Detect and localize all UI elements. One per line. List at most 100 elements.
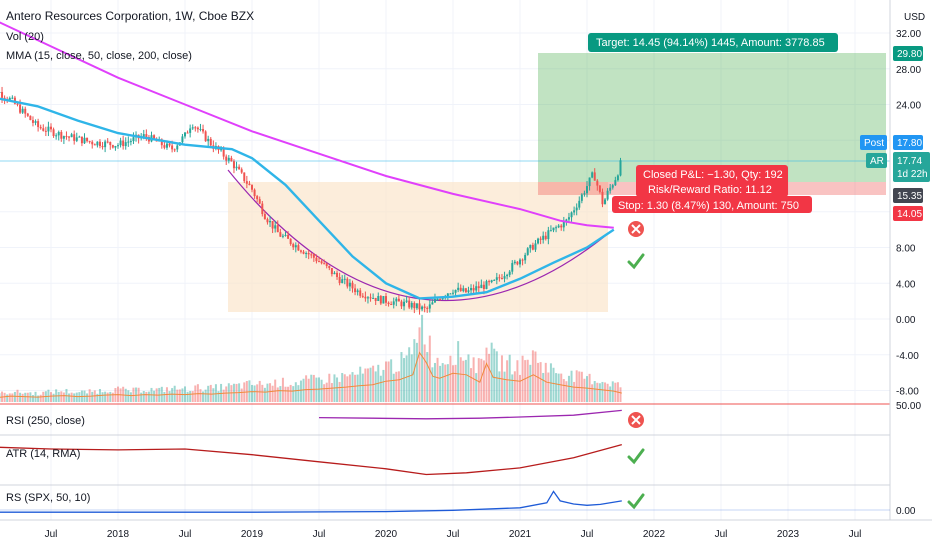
rs-legend: RS (SPX, 50, 10) <box>6 492 90 504</box>
candle-body <box>495 277 498 280</box>
candle-body <box>37 121 40 128</box>
volume-bar <box>449 355 452 402</box>
volume-bar <box>593 381 596 402</box>
volume-bar <box>297 385 300 402</box>
candle-body <box>299 250 302 252</box>
volume-bar <box>204 389 207 402</box>
target-info-box[interactable] <box>588 33 838 52</box>
candle-body <box>537 238 540 244</box>
volume-bar <box>351 372 354 402</box>
last-price-tag <box>893 152 930 182</box>
volume-bar <box>101 392 104 402</box>
candle-body <box>68 136 71 138</box>
pnl-box[interactable] <box>636 165 788 197</box>
candle-body <box>238 166 241 170</box>
volume-bar <box>230 385 233 402</box>
candle-body <box>418 303 421 310</box>
candle-body <box>547 230 550 240</box>
candle-body <box>606 190 609 200</box>
volume-bar <box>343 374 346 402</box>
candle-body <box>129 141 132 143</box>
volume-bar <box>452 365 454 402</box>
candle-body <box>555 227 558 229</box>
volume-bar <box>320 379 323 402</box>
candle-body <box>297 245 300 251</box>
volume-bar <box>454 364 457 402</box>
time-tick-label: Jul <box>849 529 862 540</box>
candle-body <box>11 97 14 99</box>
volume-bar <box>459 357 462 402</box>
candle-body <box>431 302 434 305</box>
candle-body <box>16 103 19 105</box>
candle-body <box>245 181 248 184</box>
candle-body <box>194 127 197 129</box>
volume-bar <box>348 374 351 402</box>
volume-bar <box>521 355 524 402</box>
volume-bar <box>31 395 34 402</box>
candle-body <box>454 289 457 293</box>
rsi-line <box>318 409 622 420</box>
volume-bar <box>178 389 181 402</box>
price-tick-label: 24.00 <box>896 101 921 112</box>
rs-axis-label: 0.00 <box>896 506 916 517</box>
target-zone[interactable] <box>538 53 886 182</box>
candle-body <box>333 272 336 275</box>
volume-bar <box>269 383 272 402</box>
volume-bar <box>91 391 94 402</box>
candle-body <box>480 284 483 289</box>
candle-body <box>415 303 418 309</box>
candle-body <box>302 251 305 254</box>
volume-bar <box>318 377 320 402</box>
candle-body <box>24 108 27 114</box>
candle-body <box>202 129 205 132</box>
candle-body <box>516 261 519 265</box>
candle-body <box>86 137 89 142</box>
volume-bar <box>387 361 390 402</box>
volume-bar <box>529 364 532 402</box>
volume-bar <box>537 362 540 402</box>
volume-bar <box>279 386 282 402</box>
candle-body <box>387 302 390 305</box>
candle-body <box>385 296 387 303</box>
entry-price-label: 15.35 <box>897 191 922 202</box>
candle-body <box>400 301 403 307</box>
volume-bar <box>142 390 145 402</box>
candle-body <box>544 235 547 240</box>
volume-bar <box>611 381 614 402</box>
atr-legend: ATR (14, RMA) <box>6 448 80 460</box>
volume-bar <box>488 353 491 402</box>
rsi-axis-label: 50.00 <box>896 401 921 412</box>
volume-bar <box>439 365 442 402</box>
candle-body <box>557 225 560 228</box>
volume-bar <box>315 377 318 402</box>
candle-body <box>519 259 521 265</box>
volume-bar <box>444 364 447 402</box>
volume-bar <box>191 391 194 402</box>
volume-bar <box>361 373 364 402</box>
price-tick-label: 8.00 <box>896 244 916 255</box>
candle-body <box>284 234 287 236</box>
cup-curve <box>227 169 611 301</box>
volume-bar <box>591 384 594 402</box>
candle-body <box>127 141 130 143</box>
candle-body <box>586 186 588 194</box>
candle-body <box>562 221 565 228</box>
candle-body <box>281 235 284 237</box>
candle-body <box>73 134 76 141</box>
candle-body <box>57 131 60 136</box>
candle-body <box>88 141 91 143</box>
volume-bar <box>251 384 253 402</box>
candle-body <box>251 185 253 190</box>
candle-body <box>467 290 470 293</box>
candle-body <box>34 121 37 123</box>
candle-body <box>449 293 452 295</box>
volume-bar <box>477 358 480 402</box>
stop-info-box[interactable] <box>612 196 812 213</box>
candle-body <box>506 274 509 277</box>
check-icon <box>627 253 645 270</box>
candle-body <box>452 292 454 294</box>
candle-body <box>539 238 542 240</box>
time-tick-label: Jul <box>447 529 460 540</box>
candle-body <box>1 91 4 98</box>
volume-bar <box>284 386 287 402</box>
